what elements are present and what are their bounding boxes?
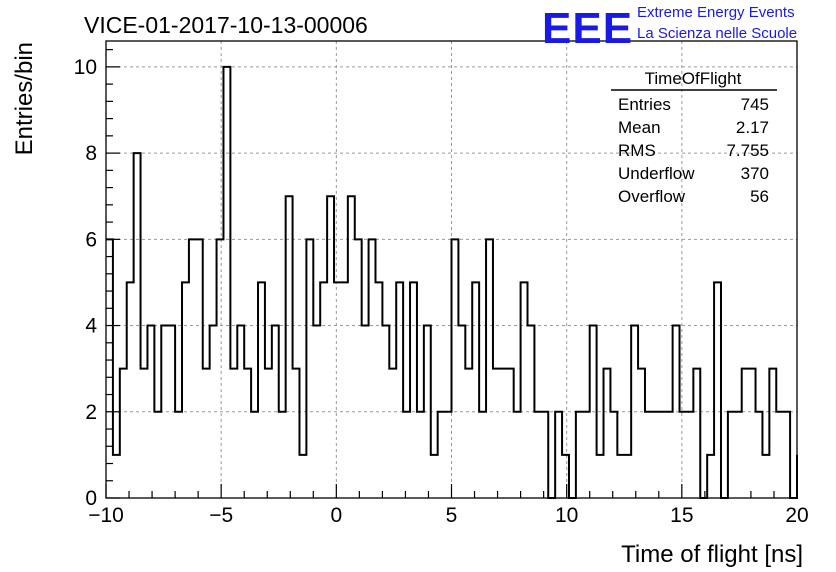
stats-row-value: 370 [741,164,769,183]
stats-row-value: 7.755 [726,141,769,160]
x-axis-title: Time of flight [ns] [621,541,803,568]
x-tick-label: 5 [446,504,458,527]
histogram-line [106,65,798,499]
x-tick-label: 15 [670,504,693,527]
logo-line-1: Extreme Energy Events [637,4,795,21]
eee-logo: EEE Extreme Energy Events La Scienza nel… [542,4,797,53]
eee-logo-text: EEE [542,4,633,53]
x-tick-label: 10 [555,504,578,527]
stats-box: TimeOfFlight Entries 745 Mean 2.17 RMS 7.755 U… [611,69,777,206]
stats-rows: Entries 745 Mean 2.17 RMS 7.755 Underflow 370 Ov… [618,95,769,206]
logo-line-2: La Scienza nelle Scuole [637,25,797,42]
stats-row-label: RMS [618,141,656,160]
x-tick-label: −10 [88,504,124,527]
x-tick-label: 0 [330,504,342,527]
x-tick-label: 20 [785,504,808,527]
tick-labels: −10 −5 0 5 10 15 20 0 2 4 6 8 10 [74,56,809,527]
y-tick-label: 0 [85,487,97,510]
y-tick-label: 10 [74,56,97,79]
stats-row-label: Overflow [618,187,686,206]
stats-row-value: 56 [750,187,769,206]
chart-title: VICE-01-2017-10-13-00006 [84,12,368,38]
stats-row-value: 2.17 [736,118,769,137]
histogram [106,65,798,499]
stats-row-value: 745 [741,95,769,114]
y-tick-label: 8 [85,142,97,165]
y-tick-label: 6 [85,228,97,251]
axis-ticks [105,49,798,499]
stats-row-label: Underflow [618,164,695,183]
stats-box-title: TimeOfFlight [645,69,742,88]
y-tick-label: 2 [85,401,97,424]
x-tick-label: −5 [209,504,233,527]
y-tick-label: 4 [85,315,97,338]
stats-row-label: Mean [618,118,661,137]
stats-row-label: Entries [618,95,671,114]
y-axis-title: Entries/bin [11,42,38,155]
